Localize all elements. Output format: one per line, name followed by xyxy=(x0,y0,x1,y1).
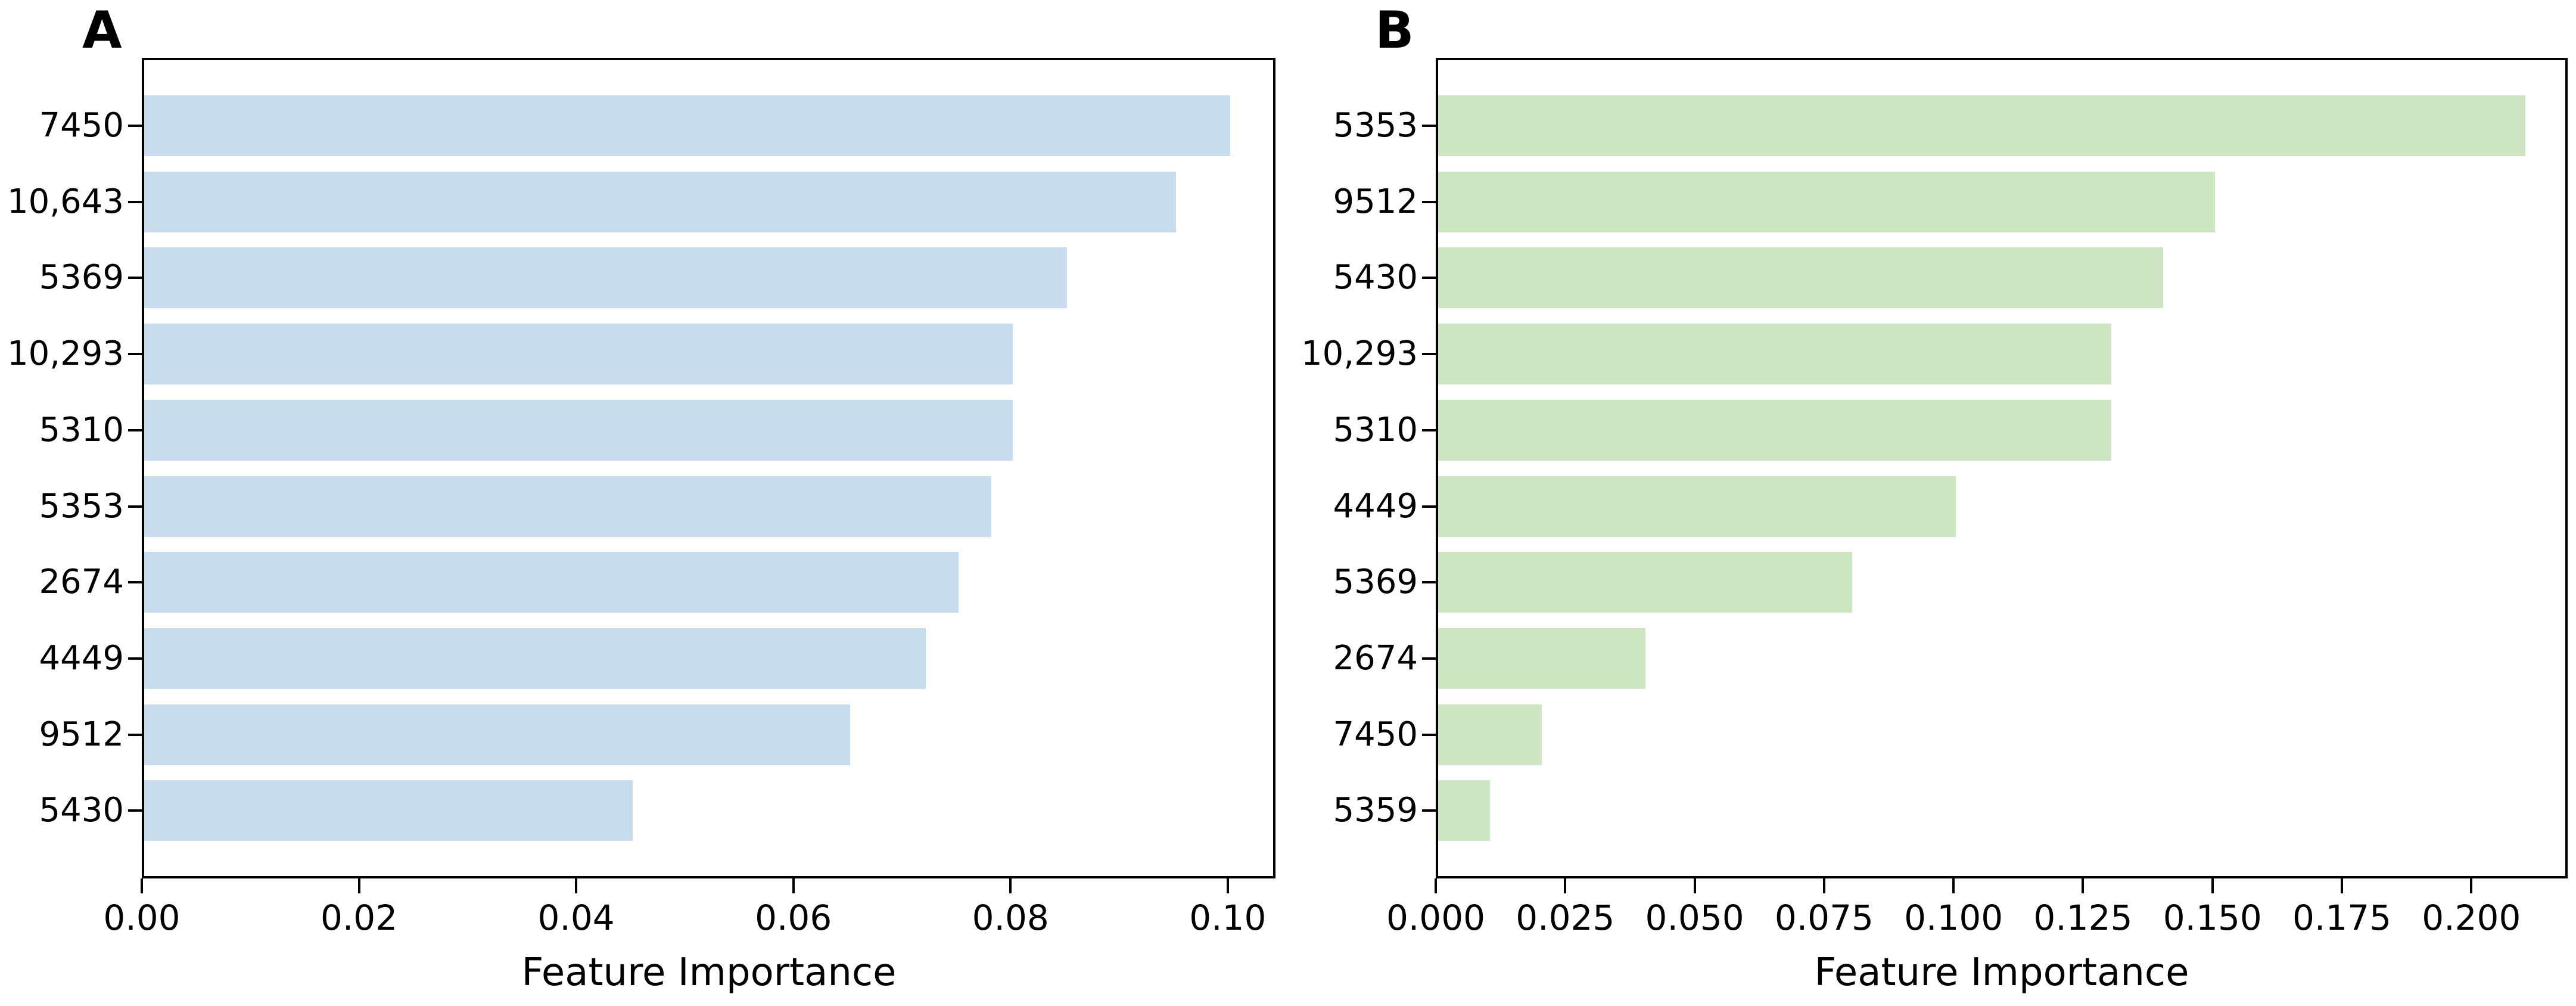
x-tick-label: 0.025 xyxy=(1516,898,1615,938)
y-tick xyxy=(1422,809,1436,812)
y-tick-label: 4449 xyxy=(1333,486,1418,526)
x-tick xyxy=(141,878,143,893)
y-tick-label: 2674 xyxy=(1333,638,1418,678)
x-tick-label: 0.175 xyxy=(2292,898,2392,938)
y-tick-label: 5430 xyxy=(1333,258,1418,297)
x-tick-label: 0.050 xyxy=(1645,898,1744,938)
y-tick-label: 9512 xyxy=(1333,182,1418,221)
y-tick-label: 2674 xyxy=(39,563,124,602)
y-tick xyxy=(1422,581,1436,584)
bar xyxy=(1438,628,1645,689)
x-axis-label-a: Feature Importance xyxy=(521,951,897,995)
bar xyxy=(144,552,959,613)
x-tick-label: 0.02 xyxy=(320,898,398,938)
y-tick-label: 5369 xyxy=(39,258,124,297)
plot-area-b xyxy=(1436,58,2568,878)
y-tick xyxy=(128,200,142,203)
y-tick xyxy=(128,277,142,280)
y-tick-label: 10,293 xyxy=(7,334,124,374)
bar xyxy=(144,95,1230,156)
y-tick-label: 10,293 xyxy=(1301,334,1418,374)
y-tick xyxy=(1422,505,1436,508)
bar xyxy=(1438,247,2163,309)
x-tick-label: 0.100 xyxy=(1904,898,2003,938)
x-tick xyxy=(2341,878,2344,893)
bar xyxy=(144,780,633,842)
x-tick xyxy=(1693,878,1696,893)
y-tick-label: 5359 xyxy=(1333,791,1418,830)
y-tick-label: 9512 xyxy=(39,715,124,754)
x-tick xyxy=(1226,878,1229,893)
x-axis-label-b: Feature Importance xyxy=(1814,951,2189,995)
y-tick xyxy=(128,353,142,356)
x-tick-label: 0.04 xyxy=(537,898,615,938)
x-tick xyxy=(357,878,360,893)
bar xyxy=(1438,476,1956,537)
x-tick xyxy=(1435,878,1437,893)
y-tick xyxy=(1422,733,1436,736)
plot-area-a xyxy=(142,58,1275,878)
x-tick xyxy=(575,878,578,893)
x-tick xyxy=(1564,878,1567,893)
x-tick-label: 0.000 xyxy=(1386,898,1486,938)
y-tick-label: 5310 xyxy=(39,410,124,449)
bar xyxy=(1438,552,1852,613)
bar xyxy=(1438,171,2215,232)
x-tick xyxy=(792,878,795,893)
y-tick xyxy=(128,505,142,508)
panel-a-letter: A xyxy=(82,1,122,60)
x-tick-label: 0.00 xyxy=(103,898,181,938)
y-tick xyxy=(1422,277,1436,280)
y-tick xyxy=(128,733,142,736)
bar xyxy=(144,704,850,765)
x-tick-label: 0.075 xyxy=(1774,898,1874,938)
y-tick-label: 4449 xyxy=(39,638,124,678)
x-tick xyxy=(1009,878,1012,893)
y-tick-label: 5353 xyxy=(1333,106,1418,145)
y-tick xyxy=(128,809,142,812)
x-tick-label: 0.10 xyxy=(1189,898,1267,938)
y-tick xyxy=(1422,429,1436,431)
bar xyxy=(144,476,991,537)
y-tick-label: 7450 xyxy=(39,106,124,145)
bar xyxy=(144,324,1013,385)
x-tick-label: 0.06 xyxy=(755,898,832,938)
x-tick-label: 0.150 xyxy=(2163,898,2262,938)
bar xyxy=(144,247,1067,309)
y-tick xyxy=(128,581,142,584)
panel-b-letter: B xyxy=(1375,1,1414,60)
x-tick xyxy=(2470,878,2473,893)
x-tick-label: 0.125 xyxy=(2033,898,2133,938)
y-tick xyxy=(1422,657,1436,660)
bar xyxy=(1438,324,2111,385)
x-tick xyxy=(2082,878,2085,893)
y-tick-label: 5353 xyxy=(39,486,124,526)
y-tick xyxy=(128,125,142,127)
y-tick xyxy=(1422,125,1436,127)
bar xyxy=(1438,95,2525,156)
bar xyxy=(144,399,1013,461)
bar xyxy=(1438,780,1490,842)
y-tick xyxy=(1422,353,1436,356)
y-tick xyxy=(128,429,142,431)
y-tick-label: 10,643 xyxy=(7,182,124,221)
y-tick-label: 7450 xyxy=(1333,715,1418,754)
x-tick xyxy=(1952,878,1955,893)
x-tick xyxy=(1822,878,1825,893)
y-tick-label: 5430 xyxy=(39,791,124,830)
bar xyxy=(144,628,926,689)
y-tick xyxy=(128,657,142,660)
x-tick-label: 0.08 xyxy=(972,898,1049,938)
bar xyxy=(1438,399,2111,461)
y-tick xyxy=(1422,200,1436,203)
x-tick xyxy=(2211,878,2214,893)
bar xyxy=(1438,704,1542,765)
bar xyxy=(144,171,1176,232)
x-tick-label: 0.200 xyxy=(2422,898,2521,938)
y-tick-label: 5369 xyxy=(1333,563,1418,602)
y-tick-label: 5310 xyxy=(1333,410,1418,449)
